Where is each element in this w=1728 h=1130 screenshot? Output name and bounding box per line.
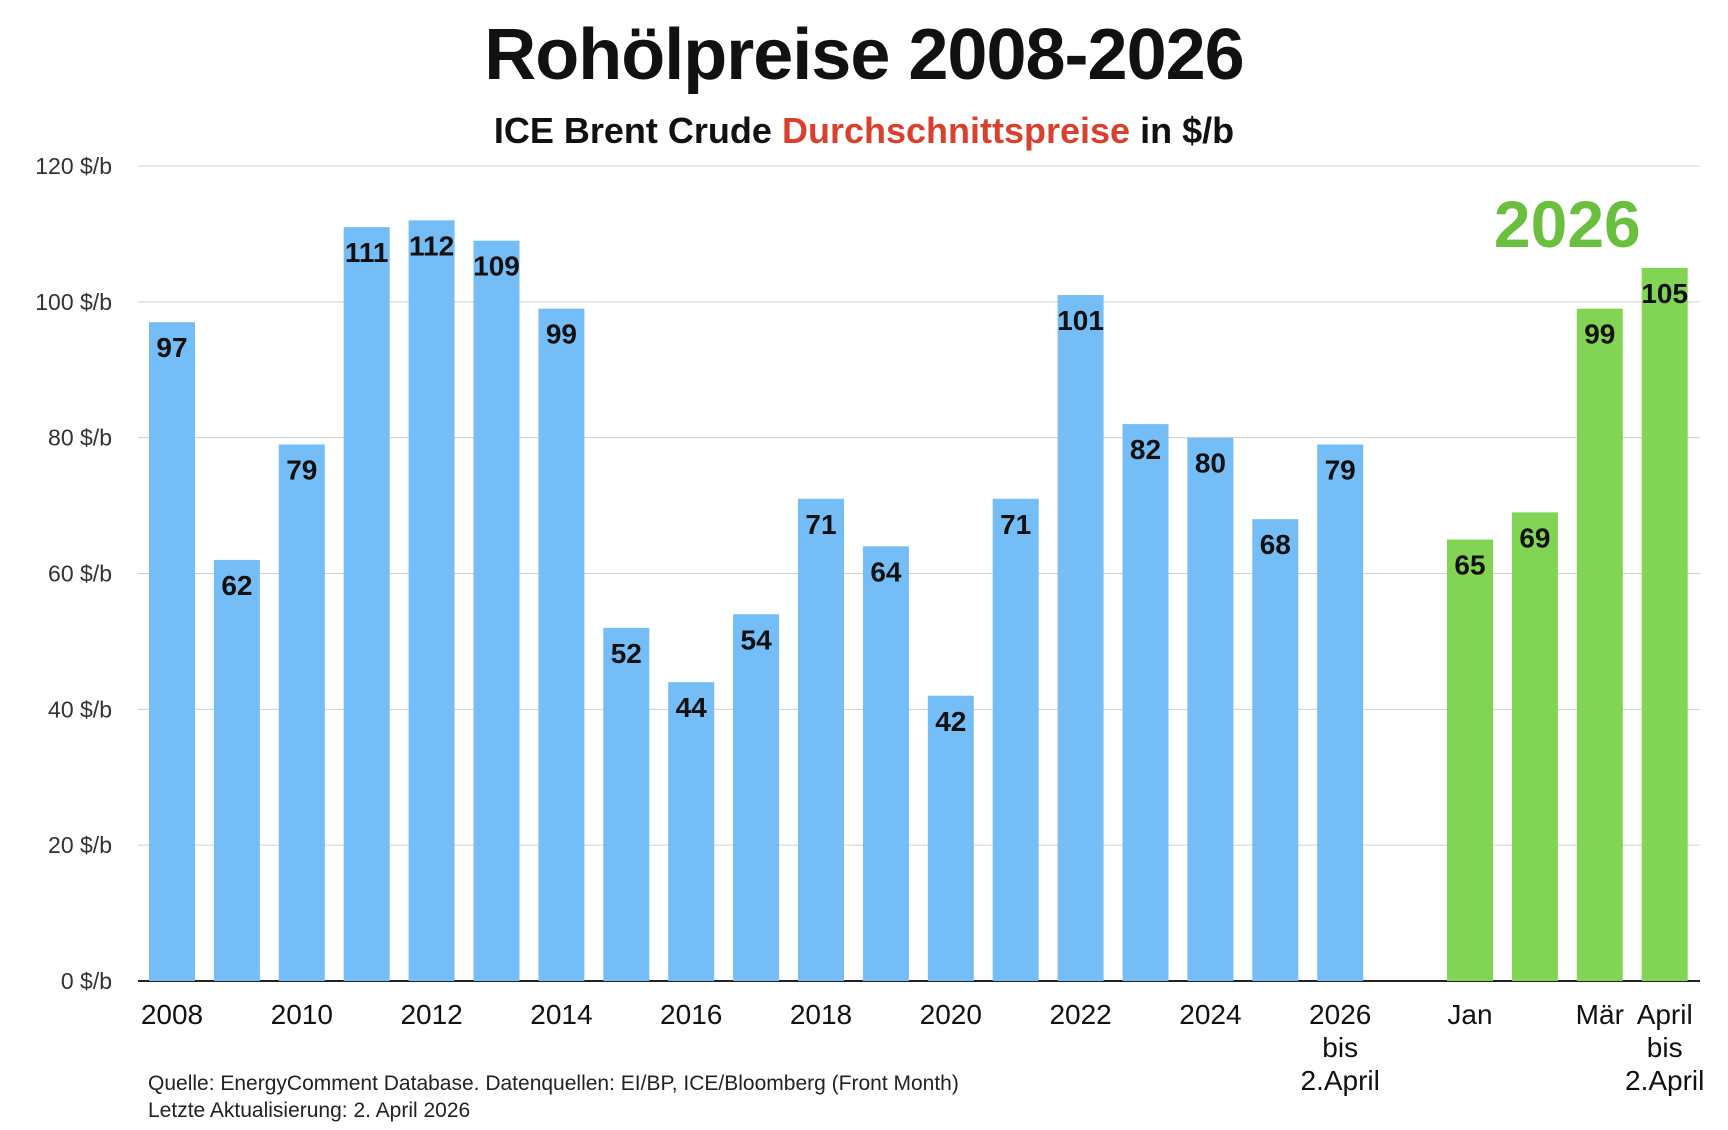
annual-bar — [473, 240, 520, 982]
annual-bar — [733, 614, 780, 981]
data-label: 97 — [156, 332, 187, 363]
x-tick-label: 2012 — [400, 999, 462, 1030]
x-tick-label: 2018 — [790, 999, 852, 1030]
annual-bar — [278, 444, 325, 981]
data-label: 82 — [1130, 434, 1161, 465]
monthly-bar — [1576, 308, 1623, 981]
update-line: Letzte Aktualisierung: 2. April 2026 — [148, 1099, 471, 1122]
annual-bar — [798, 498, 844, 981]
x-tick-label: 2022 — [1049, 999, 1111, 1030]
y-tick-label: 60 $/b — [48, 561, 112, 587]
chart-subtitle: ICE Brent Crude Durchschnittspreise in $… — [0, 110, 1728, 152]
data-label: 52 — [611, 638, 642, 669]
annual-bar — [1317, 444, 1364, 981]
x-tick-label: Jan — [1447, 999, 1492, 1030]
x-tick-label: 2020 — [920, 999, 982, 1030]
annual-bar — [992, 498, 1039, 981]
x-tick-label: 2008 — [141, 999, 203, 1030]
chart-title: Rohölpreise 2008-2026 — [484, 15, 1244, 95]
data-label: 65 — [1454, 550, 1485, 581]
source-line: Quelle: EnergyComment Database. Datenque… — [148, 1072, 959, 1095]
data-label: 69 — [1519, 522, 1550, 553]
data-label: 71 — [805, 509, 836, 540]
subtitle-part1: ICE Brent Crude — [493, 110, 772, 151]
annual-bar — [1252, 519, 1299, 981]
data-label: 68 — [1260, 529, 1291, 560]
data-label: 42 — [935, 706, 966, 737]
data-label: 111 — [345, 237, 389, 268]
data-label: 64 — [870, 556, 902, 587]
data-label: 54 — [741, 624, 773, 655]
y-tick-label: 40 $/b — [48, 696, 112, 722]
annual-bar — [862, 546, 909, 981]
source-note: Quelle: EnergyComment Database. Datenque… — [148, 1070, 959, 1124]
x-tick-label: 2014 — [530, 999, 592, 1030]
data-label: 99 — [546, 319, 577, 350]
monthly-bar — [1511, 512, 1558, 981]
y-tick-label: 20 $/b — [48, 832, 112, 858]
highlight-year-label: 2026 — [1494, 187, 1641, 261]
y-tick-label: 80 $/b — [48, 425, 112, 451]
annual-bar — [1122, 424, 1169, 981]
annual-bar — [408, 220, 455, 982]
annual-bar — [1057, 295, 1104, 982]
annual-bar — [927, 695, 974, 981]
x-tick-label: Mär — [1576, 999, 1624, 1030]
x-tick-label: 2010 — [271, 999, 333, 1030]
x-tick-label: April bis 2.April — [1625, 999, 1704, 1096]
annual-bar — [668, 682, 715, 981]
subtitle-highlight: Durchschnittspreise — [781, 110, 1131, 151]
y-tick-label: 100 $/b — [35, 289, 112, 315]
x-tick-label: 2016 — [660, 999, 722, 1030]
y-tick-label: 0 $/b — [61, 968, 112, 994]
subtitle-part2: in $/b — [1140, 110, 1235, 151]
monthly-bar — [1447, 539, 1493, 981]
data-label: 105 — [1641, 278, 1688, 309]
data-label: 79 — [286, 454, 317, 485]
data-label: 62 — [221, 570, 252, 601]
data-label: 71 — [1000, 509, 1031, 540]
data-label: 80 — [1195, 448, 1226, 479]
annual-bar — [149, 322, 195, 981]
annual-bar — [1187, 437, 1234, 982]
annual-bar — [213, 559, 260, 981]
x-tick-label: 2024 — [1179, 999, 1241, 1030]
annual-bar — [603, 627, 650, 981]
x-tick-label: 2026 bis 2.April — [1301, 999, 1380, 1096]
data-label: 112 — [409, 230, 454, 261]
annual-bar — [538, 308, 585, 981]
y-tick-label: 120 $/b — [35, 153, 112, 179]
data-label: 99 — [1584, 319, 1615, 350]
annual-bar — [343, 227, 390, 981]
data-label: 44 — [676, 692, 708, 723]
monthly-bar — [1641, 267, 1688, 981]
data-label: 79 — [1325, 454, 1356, 485]
data-label: 109 — [473, 251, 520, 282]
data-label: 101 — [1057, 305, 1104, 336]
